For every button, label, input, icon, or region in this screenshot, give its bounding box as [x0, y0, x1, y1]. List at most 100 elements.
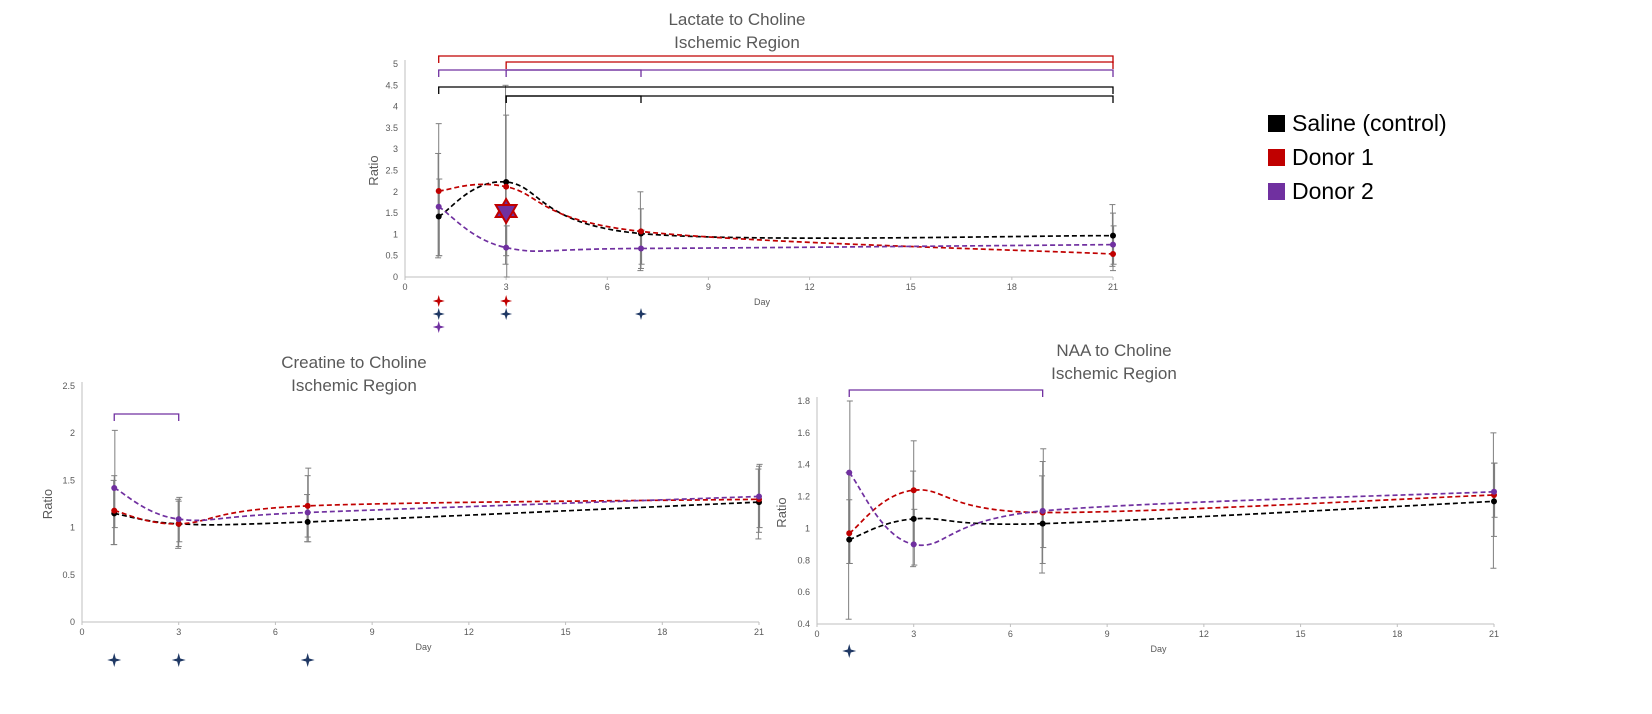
chart-1-y-axis-label: Ratio: [366, 155, 381, 185]
chart-3-donor-1-point: [846, 530, 853, 537]
chart-1-x-tick-label: 6: [605, 282, 610, 292]
chart-1-significance-bracket: [505, 61, 1114, 69]
chart-1-saline-line: [438, 181, 1114, 239]
chart-1-star-annotation-core: [501, 205, 512, 216]
chart-2-y-axis-label: Ratio: [40, 489, 55, 519]
chart-2-x-tick-label: 0: [79, 627, 84, 637]
chart-1-x-tick-label: 3: [504, 282, 509, 292]
chart-2-x-tick-label: 18: [657, 627, 667, 637]
chart-1-donor-2-point: [435, 203, 442, 210]
chart-2-x-tick-label: 9: [370, 627, 375, 637]
chart-2-donor-2-point: [756, 493, 762, 500]
chart-1-y-tick-label: 0: [393, 272, 398, 282]
chart-1-x-tick-label: 9: [706, 282, 711, 292]
chart-1-subtitle: Ischemic Region: [674, 33, 800, 52]
chart-1-sparkle-marker: [500, 308, 513, 320]
chart-1-significance-bracket: [505, 69, 1114, 77]
chart-1-x-tick-label: 18: [1007, 282, 1017, 292]
chart-3-y-tick-label: 0.8: [797, 555, 810, 565]
chart-2-donor-1-point: [111, 507, 118, 514]
chart-3-significance-bracket: [848, 389, 1044, 397]
chart-2-y-tick-label: 0.5: [62, 570, 75, 580]
chart-1-donor-2-line: [438, 205, 1114, 252]
chart-1-title: Lactate to Choline: [668, 10, 805, 29]
chart-1-x-axis-label: Day: [754, 297, 771, 307]
legend-label-saline: Saline (control): [1292, 109, 1447, 136]
chart-2-subtitle: Ischemic Region: [291, 376, 417, 395]
chart-3-donor-1-line: [848, 489, 1495, 534]
chart-1-significance-bracket: [438, 86, 1114, 94]
chart-3-y-tick-label: 1: [805, 523, 810, 533]
chart-3-x-tick-label: 9: [1105, 629, 1110, 639]
chart-2-x-tick-label: 12: [464, 627, 474, 637]
chart-1-y-tick-label: 3.5: [385, 123, 398, 133]
chart-2: Creatine to Choline Ischemic Region 0 0.5 1 1…: [40, 353, 764, 667]
chart-2-donor-1-point: [175, 520, 182, 527]
chart-3-y-tick-label: 0.4: [797, 619, 810, 629]
chart-3-y-tick-label: 0.6: [797, 587, 810, 597]
chart-1-saline-point: [503, 179, 510, 186]
chart-3-saline-point: [846, 536, 853, 543]
chart-2-x-axis-label: Day: [415, 642, 432, 652]
chart-1-y-tick-label: 0.5: [385, 251, 398, 261]
chart-1-significance-bracket: [438, 55, 1114, 63]
chart-3-x-tick-label: 12: [1199, 629, 1209, 639]
chart-3-saline-point: [1491, 498, 1497, 505]
chart-1-significance-bracket: [505, 95, 1114, 103]
legend: Saline (control) Donor 1 Donor 2: [1268, 106, 1447, 208]
chart-2-donor-2-point: [304, 509, 311, 516]
chart-1-donor-1-point: [503, 183, 510, 190]
chart-3-y-tick-label: 1.8: [797, 396, 810, 406]
chart-3-saline-point: [1039, 520, 1046, 527]
chart-3-donor-2-point: [846, 469, 853, 476]
chart-2-y-tick-label: 0: [70, 617, 75, 627]
chart-1-y-tick-label: 1.5: [385, 208, 398, 218]
chart-1-sparkle-marker: [432, 321, 445, 333]
chart-3-x-tick-label: 0: [814, 629, 819, 639]
chart-1-donor-2-point: [503, 244, 510, 251]
chart-1-significance-bracket: [438, 69, 642, 77]
chart-3-subtitle: Ischemic Region: [1051, 364, 1177, 383]
chart-1-y-tick-label: 4: [393, 102, 398, 112]
chart-1-x-tick-label: 12: [805, 282, 815, 292]
chart-1-y-tick-label: 4.5: [385, 80, 398, 90]
chart-3-x-tick-label: 21: [1489, 629, 1499, 639]
chart-1-sparkle-marker: [635, 308, 647, 320]
chart-1-sparkle-marker: [432, 295, 445, 307]
chart-2-y-tick-label: 2: [70, 428, 75, 438]
chart-3-saline-line: [848, 500, 1495, 541]
chart-2-x-tick-label: 3: [176, 627, 181, 637]
chart-2-x-tick-label: 15: [561, 627, 571, 637]
chart-3-y-axis-label: Ratio: [774, 497, 789, 527]
chart-1-saline-point: [435, 213, 442, 220]
legend-label-donor-2: Donor 2: [1292, 177, 1374, 204]
chart-3-x-tick-label: 15: [1296, 629, 1306, 639]
chart-2-y-tick-label: 1: [70, 523, 75, 533]
chart-1-sparkle-marker: [500, 295, 513, 307]
chart-2-y-tick-label: 2.5: [62, 381, 75, 391]
chart-1-x-tick-label: 21: [1108, 282, 1118, 292]
chart-3-donor-2-point: [910, 541, 917, 548]
chart-3-y-tick-label: 1.4: [797, 460, 810, 470]
chart-1-donor-1-point: [1110, 250, 1116, 257]
chart-3-donor-2-point: [1039, 507, 1046, 514]
chart-3-donor-2-line: [848, 472, 1495, 547]
chart-1-y-tick-label: 3: [393, 144, 398, 154]
chart-3-x-tick-label: 3: [911, 629, 916, 639]
chart-1-donor-1-line: [438, 183, 1114, 255]
chart-3-y-tick-label: 1.6: [797, 428, 810, 438]
chart-2-significance-bracket: [113, 413, 180, 421]
chart-2-donor-2-point: [111, 484, 118, 491]
chart-3-x-tick-label: 6: [1008, 629, 1013, 639]
chart-2-title: Creatine to Choline: [281, 353, 427, 372]
chart-2-sparkle-marker: [107, 653, 122, 667]
chart-2-saline-point: [304, 518, 311, 525]
chart-1-saline-point: [1110, 232, 1116, 239]
chart-3-sparkle-marker: [842, 644, 857, 658]
chart-1-x-tick-label: 0: [402, 282, 407, 292]
chart-2-x-tick-label: 6: [273, 627, 278, 637]
chart-3-y-tick-label: 1.2: [797, 492, 810, 502]
chart-1-significance-bracket: [505, 95, 642, 103]
chart-3-donor-1-point: [910, 487, 917, 494]
